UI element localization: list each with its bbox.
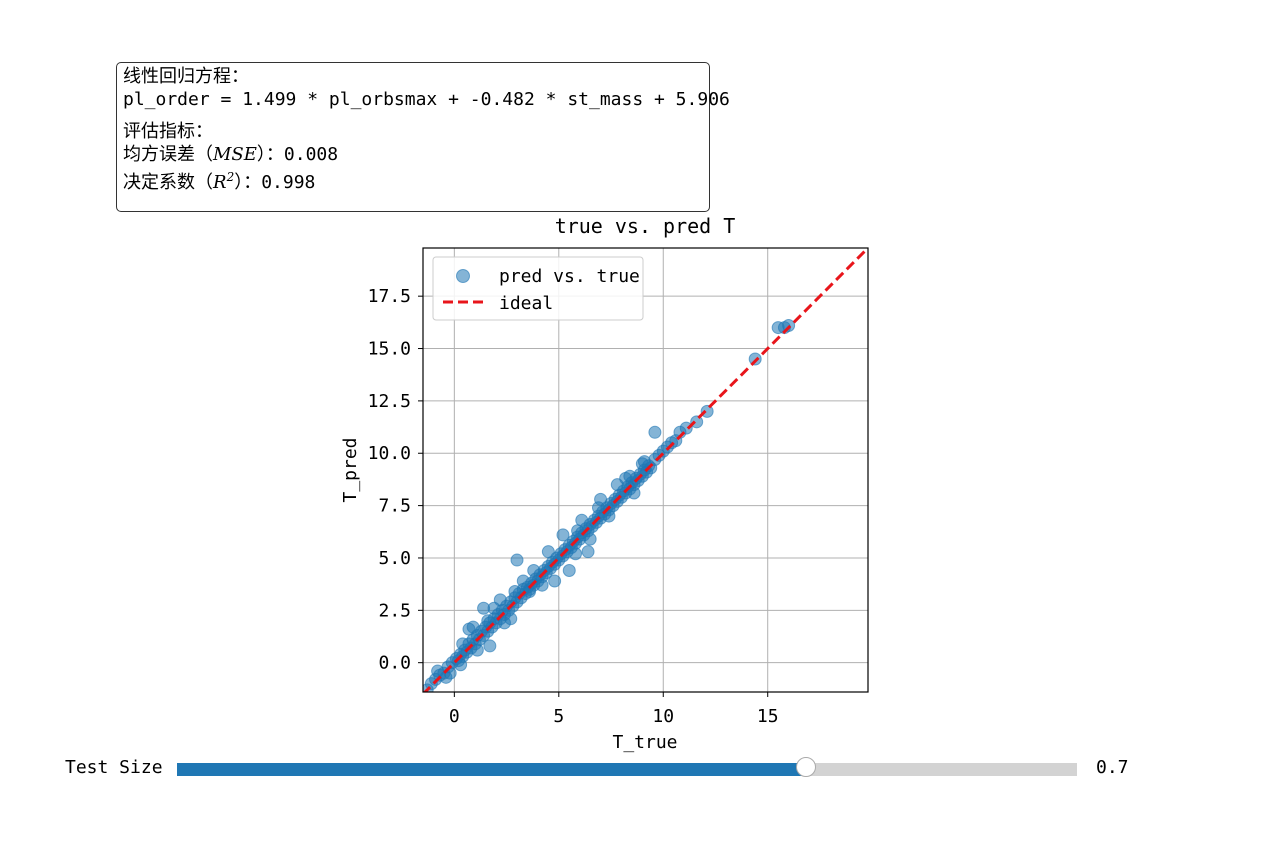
regression-equation: pl_order = 1.499 * pl_orbsmax + -0.482 *… [123, 89, 730, 110]
scatter-point [556, 528, 570, 542]
ideal-line [423, 248, 868, 692]
y-tick-label: 7.5 [378, 496, 411, 517]
scatter-point [627, 486, 641, 500]
scatter-point [456, 637, 470, 651]
y-tick-label: 17.5 [368, 286, 411, 307]
scatter-point [591, 501, 605, 515]
r2-exponent: 2 [226, 170, 235, 184]
y-tick-label: 5.0 [378, 548, 411, 569]
scatter-point [548, 574, 562, 588]
scatter-point [487, 601, 501, 615]
x-tick-label: 10 [652, 706, 674, 727]
scatter-point [648, 425, 662, 439]
scatter-point [583, 532, 597, 546]
chart-title: true vs. pred T [555, 214, 736, 238]
slider-fill [177, 763, 807, 776]
x-tick-label: 15 [757, 706, 779, 727]
slider-value: 0.7 [1096, 757, 1129, 778]
grid-lines [423, 248, 868, 692]
mse-prefix: 均方误差（ [123, 144, 213, 165]
axis-ticks: 0 5 10 15 0.0 2.5 5.0 7.5 10.0 12.5 15.0 17.5 [368, 286, 779, 727]
scatter-point [619, 471, 633, 485]
x-tick-label: 5 [553, 706, 564, 727]
scatter-point [535, 578, 549, 592]
scatter-point [497, 616, 511, 630]
r2-prefix: 决定系数（ [123, 172, 213, 193]
scatter-point [483, 639, 497, 653]
test-size-slider[interactable] [177, 763, 1077, 776]
mse-metric: 均方误差（MSE）：0.008 [123, 143, 709, 166]
mse-symbol: MSE [213, 144, 257, 165]
scatter-point [571, 524, 585, 538]
equation-heading: 线性回归方程： [123, 66, 249, 87]
y-tick-label: 0.0 [378, 653, 411, 674]
y-tick-label: 2.5 [378, 600, 411, 621]
y-tick-label: 10.0 [368, 443, 411, 464]
regression-info-box: 线性回归方程： pl_order = 1.499 * pl_orbsmax + … [116, 62, 730, 212]
mse-value: ）：0.008 [256, 144, 339, 165]
scatter-point [431, 664, 445, 678]
scatter-point [508, 584, 522, 598]
metrics-heading: 评估指标： [123, 121, 213, 142]
slider-label: Test Size [65, 757, 163, 778]
r2-symbol: R [213, 172, 227, 193]
legend-label-ideal: ideal [499, 293, 553, 314]
scatter-point [510, 553, 524, 567]
legend-label-scatter: pred vs. true [499, 266, 640, 287]
scatter-point [602, 509, 616, 523]
legend-marker-scatter [456, 269, 470, 283]
scatter-point [466, 620, 480, 634]
scatter-point [527, 564, 541, 578]
ideal-line-group [423, 248, 868, 692]
y-tick-label: 12.5 [368, 391, 411, 412]
scatter-point [516, 574, 530, 588]
scatter-point [562, 564, 576, 578]
scatter-point [541, 545, 555, 559]
scatter-point [454, 658, 468, 672]
r2-value: ）：0.998 [234, 172, 316, 193]
scatter-point [470, 643, 484, 657]
legend-box [432, 256, 644, 321]
scatter-point [569, 547, 583, 561]
legend: pred vs. true ideal [432, 256, 644, 321]
x-tick-label: 0 [449, 706, 460, 727]
y-tick-label: 15.0 [368, 339, 411, 360]
r2-metric: 决定系数（R2）：0.998 [123, 166, 709, 194]
scatter-point [635, 457, 649, 471]
scatter-point [581, 545, 595, 559]
x-axis-label: T_true [612, 732, 677, 753]
plot-frame [422, 247, 869, 693]
scatter-point [481, 614, 495, 628]
y-axis-label: T_pred [340, 437, 361, 502]
scatter-chart: 0 5 10 15 0.0 2.5 5.0 7.5 10.0 12.5 15.0 17.5 true … [340, 214, 869, 753]
slider-handle[interactable] [796, 757, 816, 777]
